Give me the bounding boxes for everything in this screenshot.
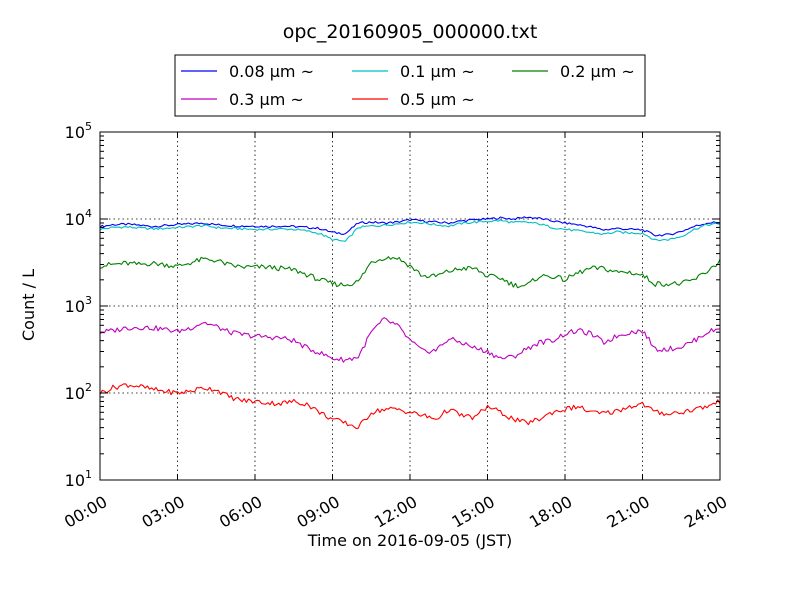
y-axis-title: Count / L bbox=[19, 269, 38, 341]
x-axis-title: Time on 2016-09-05 (JST) bbox=[307, 531, 512, 550]
y-tick-base: 10 bbox=[65, 471, 85, 490]
series-lines bbox=[99, 216, 721, 430]
y-tick-base: 10 bbox=[65, 210, 85, 229]
series-line-4 bbox=[99, 383, 721, 430]
y-tick-exponent: 1 bbox=[85, 468, 92, 481]
y-tick-label: 102 bbox=[65, 381, 92, 403]
y-tick-label: 105 bbox=[65, 120, 92, 142]
series-line-3 bbox=[99, 317, 721, 363]
y-tick-label: 104 bbox=[65, 207, 92, 229]
series-line-2 bbox=[99, 256, 721, 289]
legend-label-0: 0.08 μm ~ bbox=[229, 62, 314, 81]
y-tick-exponent: 3 bbox=[85, 294, 92, 307]
y-tick-label: 101 bbox=[65, 468, 92, 490]
y-tick-exponent: 4 bbox=[85, 207, 92, 220]
axis-ticks bbox=[99, 131, 721, 481]
legend: 0.08 μm ~ 0.1 μm ~ 0.2 μm ~ 0.3 μm ~ 0.5 μm … bbox=[174, 54, 646, 117]
y-tick-exponent: 5 bbox=[85, 120, 92, 133]
y-tick-label: 103 bbox=[65, 294, 92, 316]
legend-label-2: 0.2 μm ~ bbox=[560, 62, 635, 81]
legend-label-3: 0.3 μm ~ bbox=[229, 90, 304, 109]
chart-title: opc_20160905_000000.txt bbox=[283, 21, 538, 43]
legend-label-1: 0.1 μm ~ bbox=[400, 62, 475, 81]
plot-area bbox=[99, 131, 721, 481]
y-tick-exponent: 2 bbox=[85, 381, 92, 394]
series-line-0 bbox=[99, 216, 721, 237]
y-tick-base: 10 bbox=[65, 123, 85, 142]
legend-label-4: 0.5 μm ~ bbox=[400, 90, 475, 109]
y-tick-base: 10 bbox=[65, 384, 85, 403]
legend-box bbox=[174, 54, 646, 117]
series-line-1 bbox=[99, 219, 721, 242]
y-tick-base: 10 bbox=[65, 297, 85, 316]
